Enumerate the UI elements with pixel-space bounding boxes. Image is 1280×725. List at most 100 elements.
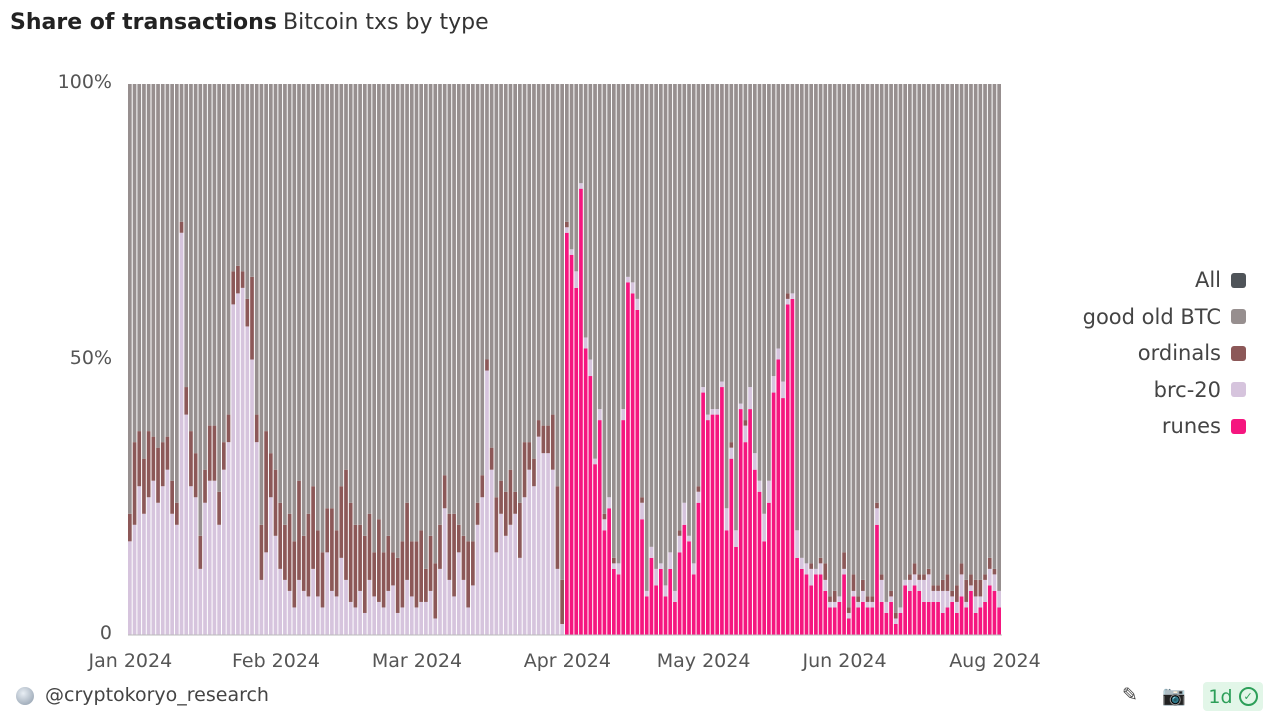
bar-ordinals[interactable]	[452, 513, 456, 597]
bar-runes[interactable]	[997, 607, 1001, 635]
bar-ordinals[interactable]	[301, 535, 306, 591]
bar-ordinals[interactable]	[973, 579, 978, 597]
bar-runes[interactable]	[912, 585, 917, 635]
bar-brc-20[interactable]	[926, 574, 931, 602]
bar-good-old-btc[interactable]	[494, 84, 499, 498]
bar-good-old-btc[interactable]	[212, 84, 217, 426]
bar-ordinals[interactable]	[861, 579, 865, 591]
bar-brc-20[interactable]	[658, 563, 663, 569]
bar-brc-20[interactable]	[217, 524, 221, 635]
bar-runes[interactable]	[940, 612, 945, 635]
bar-brc-20[interactable]	[964, 601, 969, 608]
bar-brc-20[interactable]	[640, 502, 644, 520]
bar-good-old-btc[interactable]	[771, 84, 776, 377]
bar-good-old-btc[interactable]	[950, 84, 955, 591]
bar-brc-20[interactable]	[837, 596, 842, 602]
bar-runes[interactable]	[776, 359, 781, 636]
bar-brc-20[interactable]	[607, 497, 611, 509]
bar-brc-20[interactable]	[456, 552, 461, 635]
legend-item-brc-20[interactable]: brc-20	[1083, 372, 1246, 409]
bar-brc-20[interactable]	[710, 409, 715, 415]
bar-ordinals[interactable]	[908, 574, 912, 580]
bar-ordinals[interactable]	[809, 563, 814, 569]
bar-brc-20[interactable]	[151, 480, 156, 635]
bar-brc-20[interactable]	[785, 298, 790, 305]
bar-brc-20[interactable]	[339, 557, 344, 635]
bar-ordinals[interactable]	[466, 541, 471, 608]
bar-runes[interactable]	[748, 409, 752, 635]
bar-good-old-btc[interactable]	[165, 84, 170, 437]
bar-ordinals[interactable]	[217, 491, 221, 525]
bar-brc-20[interactable]	[705, 414, 710, 421]
bar-brc-20[interactable]	[409, 596, 414, 635]
bar-brc-20[interactable]	[818, 563, 823, 575]
bar-runes[interactable]	[893, 623, 898, 635]
bar-good-old-btc[interactable]	[475, 84, 480, 503]
bar-ordinals[interactable]	[602, 513, 607, 520]
bar-good-old-btc[interactable]	[132, 84, 137, 443]
bar-good-old-btc[interactable]	[983, 84, 987, 575]
bar-good-old-btc[interactable]	[691, 84, 696, 564]
bar-brc-20[interactable]	[508, 524, 513, 635]
bar-good-old-btc[interactable]	[433, 84, 438, 564]
bar-ordinals[interactable]	[518, 502, 522, 558]
bar-brc-20[interactable]	[602, 519, 607, 531]
bar-ordinals[interactable]	[456, 524, 461, 553]
bar-good-old-btc[interactable]	[687, 84, 691, 536]
bar-good-old-btc[interactable]	[987, 84, 992, 558]
bar-brc-20[interactable]	[884, 601, 889, 613]
bar-good-old-btc[interactable]	[879, 84, 884, 575]
bar-good-old-btc[interactable]	[973, 84, 978, 580]
bar-brc-20[interactable]	[611, 563, 616, 569]
bar-brc-20[interactable]	[574, 271, 579, 288]
bar-runes[interactable]	[903, 585, 908, 635]
bar-good-old-btc[interactable]	[964, 84, 969, 580]
bar-brc-20[interactable]	[771, 376, 776, 393]
bar-ordinals[interactable]	[259, 524, 264, 580]
bar-brc-20[interactable]	[917, 579, 922, 591]
bar-ordinals[interactable]	[912, 563, 917, 575]
bar-good-old-btc[interactable]	[663, 84, 668, 586]
bar-brc-20[interactable]	[254, 442, 259, 635]
bar-good-old-btc[interactable]	[602, 84, 607, 514]
bar-ordinals[interactable]	[405, 502, 409, 580]
bar-brc-20[interactable]	[287, 590, 292, 635]
bar-good-old-btc[interactable]	[198, 84, 203, 536]
legend-item-good-old-btc[interactable]: good old BTC	[1083, 299, 1246, 336]
bar-brc-20[interactable]	[565, 227, 569, 233]
bar-brc-20[interactable]	[273, 535, 278, 635]
bar-ordinals[interactable]	[494, 497, 499, 553]
bar-brc-20[interactable]	[325, 552, 330, 635]
bar-ordinals[interactable]	[818, 557, 823, 564]
bar-ordinals[interactable]	[743, 420, 748, 426]
bar-good-old-btc[interactable]	[809, 84, 814, 564]
bar-ordinals[interactable]	[419, 530, 424, 602]
bar-good-old-btc[interactable]	[992, 84, 997, 569]
bar-brc-20[interactable]	[649, 546, 654, 558]
bar-good-old-btc[interactable]	[757, 84, 762, 481]
bar-ordinals[interactable]	[400, 541, 405, 608]
bar-ordinals[interactable]	[785, 293, 790, 299]
bar-ordinals[interactable]	[367, 513, 372, 580]
bar-runes[interactable]	[640, 519, 644, 635]
bar-good-old-btc[interactable]	[621, 84, 626, 410]
bar-good-old-btc[interactable]	[179, 84, 184, 222]
bar-ordinals[interactable]	[677, 530, 682, 536]
bar-ordinals[interactable]	[546, 425, 550, 454]
bar-good-old-btc[interactable]	[673, 84, 677, 591]
bar-good-old-btc[interactable]	[550, 84, 555, 415]
bar-brc-20[interactable]	[550, 469, 555, 635]
bar-brc-20[interactable]	[908, 579, 912, 591]
bar-ordinals[interactable]	[236, 265, 240, 294]
bar-runes[interactable]	[969, 590, 973, 635]
bar-ordinals[interactable]	[198, 535, 203, 569]
bar-ordinals[interactable]	[856, 596, 861, 602]
bar-brc-20[interactable]	[386, 590, 391, 635]
bar-ordinals[interactable]	[447, 513, 452, 580]
bar-good-old-btc[interactable]	[231, 84, 236, 272]
bar-brc-20[interactable]	[752, 453, 757, 470]
bar-brc-20[interactable]	[748, 387, 752, 410]
bar-good-old-btc[interactable]	[574, 84, 579, 272]
bar-ordinals[interactable]	[611, 557, 616, 564]
bar-ordinals[interactable]	[358, 524, 362, 591]
